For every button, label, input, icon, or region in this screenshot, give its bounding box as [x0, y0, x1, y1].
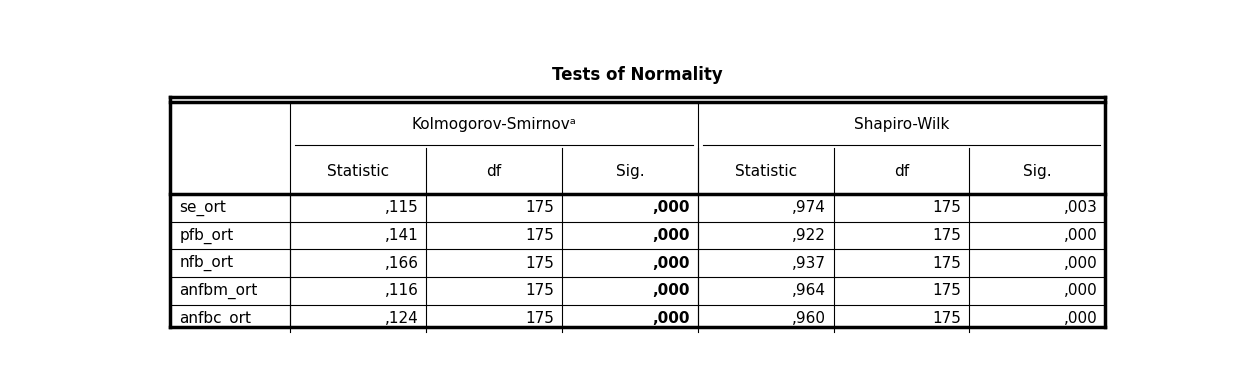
Text: Tests of Normality: Tests of Normality: [552, 66, 723, 84]
Text: Sig.: Sig.: [616, 163, 644, 178]
Text: ,960: ,960: [792, 311, 826, 326]
Text: df: df: [894, 163, 909, 178]
Text: Statistic: Statistic: [327, 163, 389, 178]
Text: ,000: ,000: [653, 200, 690, 215]
Text: anfbc_ort: anfbc_ort: [179, 310, 251, 327]
Text: ,124: ,124: [384, 311, 418, 326]
Text: Sig.: Sig.: [1023, 163, 1051, 178]
Text: 175: 175: [933, 256, 962, 271]
Text: 175: 175: [525, 283, 555, 298]
Text: 175: 175: [525, 256, 555, 271]
Text: 175: 175: [933, 283, 962, 298]
Text: Shapiro-Wilk: Shapiro-Wilk: [853, 117, 949, 132]
Text: Statistic: Statistic: [735, 163, 796, 178]
Text: ,141: ,141: [384, 228, 418, 243]
Text: ,115: ,115: [384, 200, 418, 215]
Text: ,116: ,116: [384, 283, 418, 298]
Text: se_ort: se_ort: [179, 200, 226, 216]
Text: ,166: ,166: [384, 256, 418, 271]
Text: 175: 175: [933, 228, 962, 243]
Text: ,922: ,922: [792, 228, 826, 243]
Text: ,000: ,000: [1064, 228, 1097, 243]
Text: 175: 175: [933, 311, 962, 326]
Text: pfb_ort: pfb_ort: [179, 227, 234, 243]
Text: nfb_ort: nfb_ort: [179, 255, 234, 271]
Text: 175: 175: [933, 200, 962, 215]
Text: ,000: ,000: [653, 283, 690, 298]
Text: ,003: ,003: [1064, 200, 1097, 215]
Text: ,964: ,964: [792, 283, 826, 298]
Text: ,000: ,000: [1064, 256, 1097, 271]
Text: ,974: ,974: [792, 200, 826, 215]
Text: ,000: ,000: [653, 228, 690, 243]
Text: 175: 175: [525, 311, 555, 326]
Text: ,000: ,000: [1064, 283, 1097, 298]
Text: 175: 175: [525, 228, 555, 243]
Text: df: df: [486, 163, 501, 178]
Text: ,937: ,937: [792, 256, 826, 271]
Text: anfbm_ort: anfbm_ort: [179, 283, 258, 299]
Text: Kolmogorov-Smirnovᵃ: Kolmogorov-Smirnovᵃ: [412, 117, 576, 132]
Text: 175: 175: [525, 200, 555, 215]
Text: ,000: ,000: [653, 256, 690, 271]
Text: ,000: ,000: [1064, 311, 1097, 326]
Text: ,000: ,000: [653, 311, 690, 326]
